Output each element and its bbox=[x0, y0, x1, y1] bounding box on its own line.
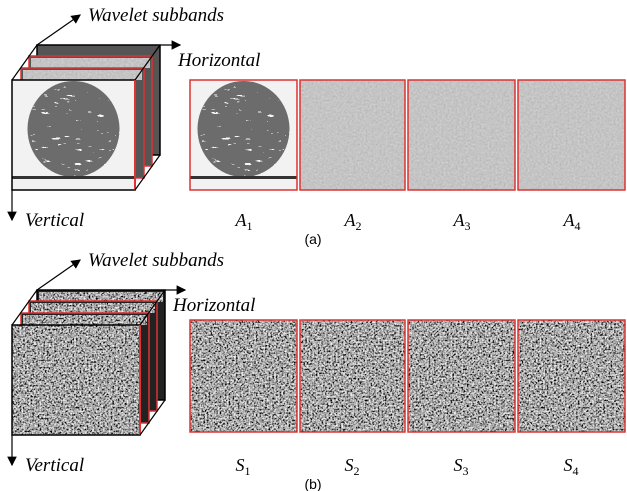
panel: Wavelet subbands Horizontal Vertical A1 A2 A3… bbox=[12, 5, 625, 247]
subband-symbol: S bbox=[345, 455, 354, 475]
subband-label: A2 bbox=[344, 210, 362, 233]
vertical-axis-label: Vertical bbox=[25, 455, 84, 476]
image-texture bbox=[518, 320, 625, 432]
image-bottom-band bbox=[12, 176, 135, 179]
subband-label: S4 bbox=[564, 455, 579, 478]
image-texture bbox=[408, 320, 515, 432]
image-bottom-band bbox=[190, 176, 297, 179]
subband-label: A1 bbox=[235, 210, 253, 233]
vertical-axis-label: Vertical bbox=[25, 210, 84, 231]
subband-subscript: 4 bbox=[575, 219, 581, 233]
subband-label: S2 bbox=[345, 455, 360, 478]
subband-symbol: S bbox=[454, 455, 463, 475]
image-texture bbox=[31, 303, 155, 313]
subband-label: S3 bbox=[454, 455, 469, 478]
image-texture bbox=[408, 80, 515, 190]
panel-caption: (a) bbox=[304, 231, 321, 247]
figure: Wavelet subbands Horizontal Vertical A1 A2 A3… bbox=[0, 0, 627, 491]
subband-subscript: 3 bbox=[465, 219, 471, 233]
subband-label: A3 bbox=[453, 210, 471, 233]
subband-subscript: 1 bbox=[245, 464, 251, 478]
subband-symbol: S bbox=[236, 455, 245, 475]
depth-arrow bbox=[37, 260, 80, 290]
image-texture bbox=[190, 320, 297, 432]
depth-axis-label: Wavelet subbands bbox=[88, 5, 224, 26]
horizontal-axis-label: Horizontal bbox=[177, 50, 260, 71]
depth-axis-label: Wavelet subbands bbox=[88, 250, 224, 271]
image-texture bbox=[12, 325, 140, 435]
horizontal-axis-label: Horizontal bbox=[172, 295, 255, 316]
subband-subscript: 4 bbox=[573, 464, 579, 478]
subband-symbol: S bbox=[564, 455, 573, 475]
subband-label: A4 bbox=[563, 210, 581, 233]
image-texture bbox=[23, 315, 147, 325]
depth-arrow bbox=[37, 15, 80, 45]
subband-label: S1 bbox=[236, 455, 251, 478]
panel-caption: (b) bbox=[304, 476, 321, 491]
subband-subscript: 2 bbox=[356, 219, 362, 233]
subband-subscript: 1 bbox=[247, 219, 253, 233]
image-texture bbox=[300, 80, 405, 190]
image-texture bbox=[23, 70, 142, 80]
image-texture bbox=[31, 58, 150, 68]
image-texture bbox=[300, 320, 405, 432]
image-texture bbox=[518, 80, 625, 190]
subband-subscript: 2 bbox=[354, 464, 360, 478]
subband-subscript: 3 bbox=[463, 464, 469, 478]
